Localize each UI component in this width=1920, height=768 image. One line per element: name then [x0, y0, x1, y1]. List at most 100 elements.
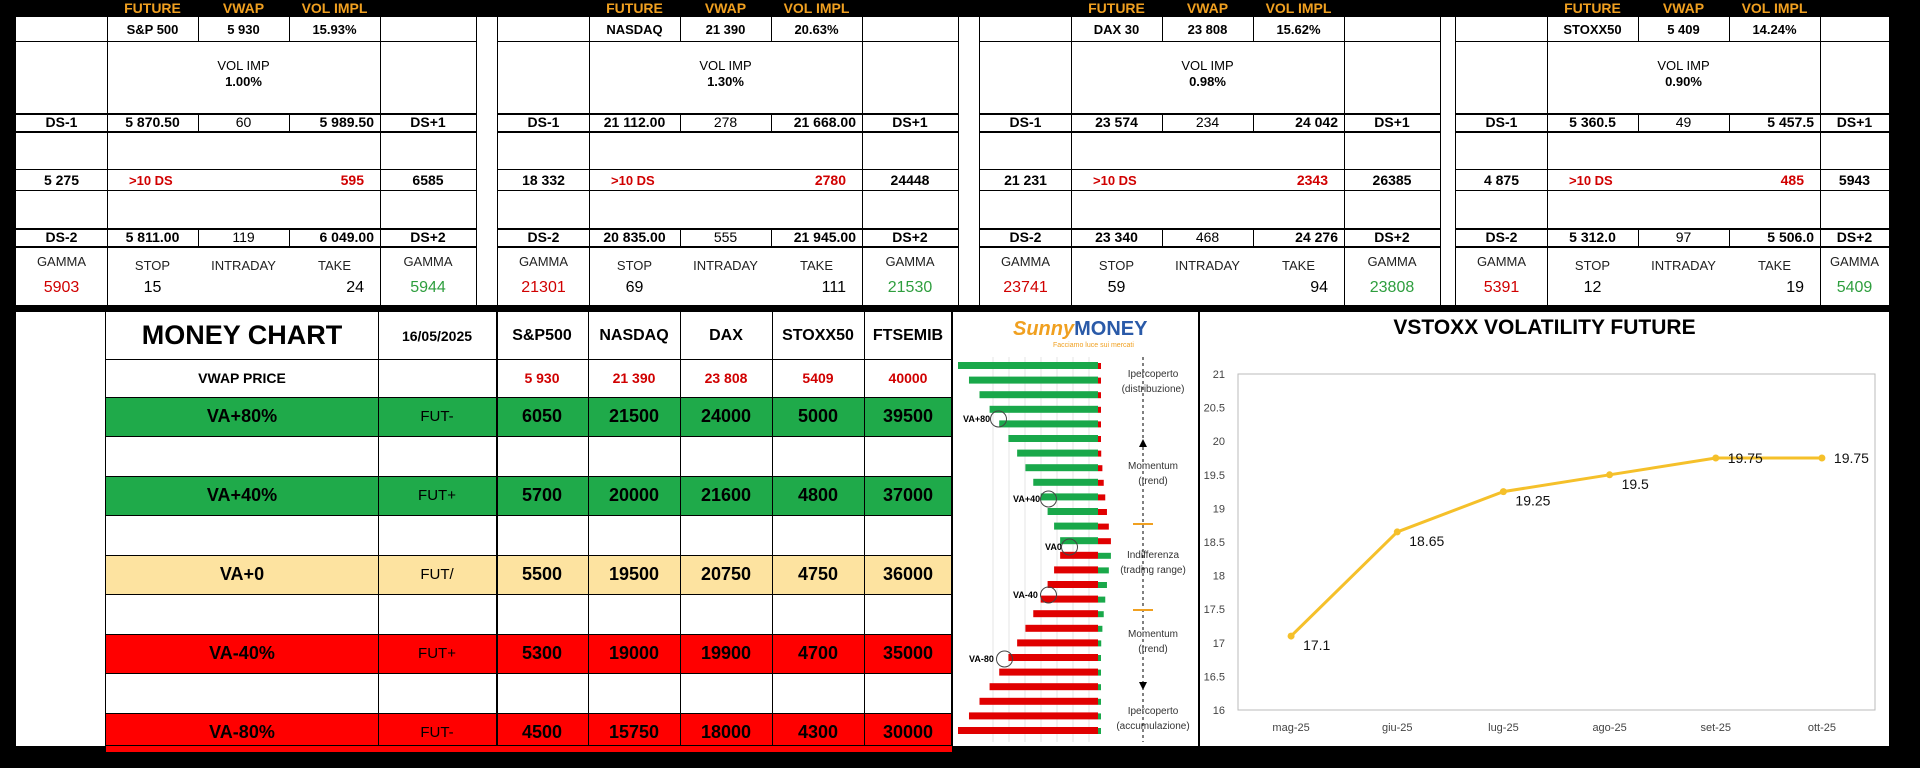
- band-cell-bg: [588, 634, 680, 673]
- band-value: 19900: [700, 643, 752, 663]
- grid-line: [771, 228, 772, 246]
- red-bar: [979, 697, 1098, 705]
- green-bar: [1098, 625, 1103, 632]
- band-fut-bg: [378, 634, 496, 673]
- red-bar: [1047, 581, 1098, 588]
- panel-gap: [958, 17, 980, 305]
- gamma-label: GAMMA: [518, 253, 569, 269]
- grid-line: [680, 312, 681, 746]
- intraday-label: INTRADAY: [1651, 257, 1716, 273]
- index-panel: S&P 500 5 930 15.93% VOL IMP 1.00% DS-1 5 870.…: [16, 17, 476, 305]
- band-cell-bg: [864, 634, 952, 673]
- vwap-price-value: 5 930: [524, 370, 560, 386]
- grid-line: [106, 713, 952, 714]
- grid-line: [589, 17, 590, 305]
- va-marker-label: VA-40: [1013, 590, 1038, 600]
- band-value: 5000: [797, 406, 839, 426]
- grid-line: [198, 228, 199, 246]
- x-tick-label: ott-25: [1808, 722, 1836, 734]
- va-marker-circle: [996, 650, 1013, 668]
- green-bar: [1025, 464, 1098, 472]
- band-fut: FUT-: [420, 724, 454, 741]
- grid-line: [107, 17, 108, 305]
- y-tick-label: 18.5: [1204, 537, 1225, 549]
- vstoxx-chart: VSTOXX VOLATILITY FUTURE 16 16.5 17 17.5 18 1…: [1200, 312, 1889, 746]
- band-cell-bg: [496, 476, 588, 515]
- band-value: 39500: [882, 406, 934, 426]
- grid-line: [289, 113, 290, 131]
- green-bar: [1040, 493, 1098, 501]
- gamma-low-value: 5391: [1483, 279, 1520, 296]
- grid-line: [16, 228, 476, 230]
- band-cell-bg: [864, 555, 952, 594]
- grid-line: [106, 397, 952, 398]
- grid-line: [106, 555, 952, 556]
- zone-label: Ipercoperto: [1128, 706, 1179, 717]
- vol-imp-label: VOL IMP: [1657, 57, 1710, 73]
- vwap-label: VWAP: [680, 0, 771, 17]
- red-bar: [1060, 551, 1098, 559]
- grid-line: [1456, 246, 1889, 248]
- y-tick-label: 20: [1213, 436, 1225, 448]
- grid-line: [1456, 131, 1889, 133]
- data-label: 17.1: [1303, 637, 1330, 653]
- red-bar: [1098, 363, 1101, 369]
- grid-line: [980, 41, 1440, 42]
- band-value: 20750: [700, 564, 752, 584]
- band-value: 19500: [608, 564, 660, 584]
- vwap-value: 5 409: [1667, 21, 1700, 37]
- dsp2-label: DS+2: [1836, 229, 1873, 245]
- va-marker-circle: [990, 410, 1007, 428]
- data-point: [1499, 488, 1507, 496]
- ds2-label: DS-2: [1485, 229, 1518, 245]
- vol-impl-label: VOL IMPL: [771, 0, 862, 17]
- zone-sublabel: (trend): [1138, 644, 1167, 655]
- red-bar: [1008, 654, 1098, 661]
- band-value: 4700: [797, 643, 839, 663]
- red-bar: [1098, 406, 1101, 413]
- take-value: 24: [346, 279, 364, 296]
- grid-line: [1253, 113, 1254, 131]
- grid-line: [1456, 169, 1889, 170]
- band-value: 35000: [882, 643, 934, 663]
- red-bar: [999, 668, 1098, 676]
- band-label: VA-40%: [209, 643, 275, 663]
- high-value: 5943: [1838, 172, 1871, 188]
- data-point: [1393, 528, 1401, 536]
- green-bar: [1098, 655, 1101, 661]
- grid-line: [106, 359, 952, 360]
- ds1-up: 5 989.50: [319, 114, 375, 130]
- grid-line: [1456, 41, 1889, 42]
- ds1-value: 23 574: [1095, 114, 1138, 130]
- index-panel: NASDAQ 21 390 20.63% VOL IMP 1.30% DS-1 21 112…: [498, 17, 958, 305]
- red-bar: [1025, 624, 1098, 632]
- sunny-tagline: Facciamo luce sui mercati: [1053, 342, 1134, 349]
- grid-line: [1456, 113, 1889, 115]
- green-bar: [1008, 435, 1098, 442]
- grid-line: [1162, 113, 1163, 131]
- band-value: 21500: [608, 406, 660, 426]
- band-fut-bg: [378, 476, 496, 515]
- green-bar: [1098, 728, 1101, 734]
- green-bar: [1098, 713, 1101, 720]
- vol-impl-value: 14.24%: [1752, 21, 1797, 37]
- grid-line: [1547, 17, 1548, 305]
- zone-sublabel: (distribuzione): [1122, 384, 1185, 395]
- band-value: 4300: [797, 722, 839, 742]
- y-tick-label: 21: [1213, 369, 1225, 381]
- green-bar: [1054, 522, 1098, 530]
- gt10-ds: >10 DS: [1093, 172, 1137, 188]
- band-cell-bg: [680, 634, 772, 673]
- x-tick-label: ago-25: [1592, 722, 1626, 734]
- vwap-price-value: 21 390: [612, 370, 656, 386]
- header-bar: FUTURE VWAP VOL IMPL: [16, 0, 476, 17]
- vwap-value: 5 930: [227, 21, 260, 37]
- high-value: 26385: [1372, 172, 1412, 188]
- zone-sublabel: (trend): [1138, 476, 1167, 487]
- va-marker-label: VA+80: [963, 414, 990, 424]
- low-value: 18 332: [522, 172, 565, 188]
- x-tick-label: set-25: [1700, 722, 1731, 734]
- va-marker-circle: [1040, 490, 1057, 508]
- ds2-up: 21 945.00: [793, 229, 856, 245]
- band-cell-bg: [680, 555, 772, 594]
